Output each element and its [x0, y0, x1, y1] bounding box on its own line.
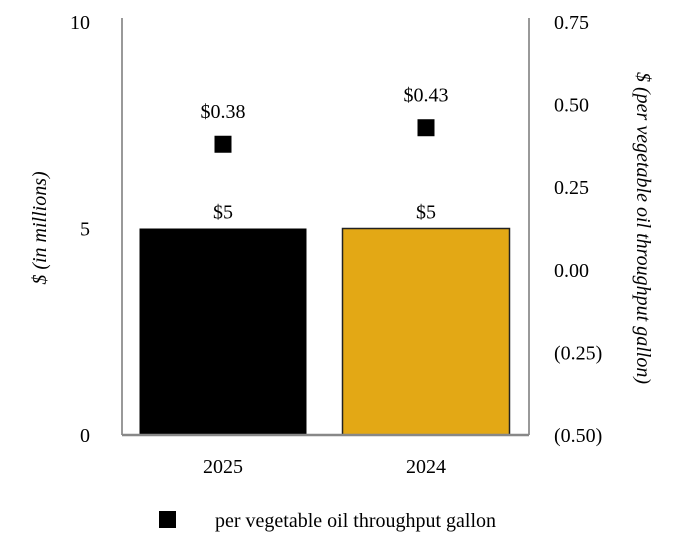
marker-data-label: $0.38 — [201, 101, 246, 123]
legend-marker — [159, 511, 176, 528]
legend-label: per vegetable oil throughput gallon — [215, 510, 496, 532]
right-tick-label: 0.00 — [554, 260, 589, 282]
left-axis-title: $ (in millions) — [29, 171, 51, 285]
right-tick-label: 0.25 — [554, 177, 589, 199]
right-tick-label: 0.75 — [554, 12, 589, 34]
left-tick-label: 10 — [70, 12, 90, 34]
bar-2024 — [341, 227, 511, 436]
left-tick-label: 0 — [80, 425, 90, 447]
x-tick-label: 2025 — [203, 456, 243, 478]
right-axis-title: $ (per vegetable oil throughput gallon) — [632, 72, 654, 384]
x-tick-label: 2024 — [406, 456, 446, 478]
marker-2024 — [417, 119, 435, 137]
bar-2025 — [139, 228, 307, 435]
left-tick-label: 5 — [80, 219, 90, 241]
right-tick-label: (0.25) — [554, 342, 602, 364]
bar-data-label: $5 — [213, 202, 233, 224]
marker-data-label: $0.43 — [404, 85, 449, 107]
right-tick-label: 0.50 — [554, 95, 589, 117]
right-tick-label: (0.50) — [554, 425, 602, 447]
marker-2025 — [214, 135, 232, 153]
bar-data-label: $5 — [416, 202, 436, 224]
